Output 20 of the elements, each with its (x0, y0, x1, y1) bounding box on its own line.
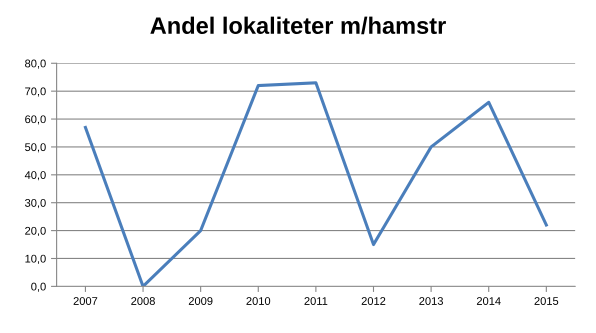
x-tick-label: 2015 (534, 297, 558, 305)
chart-title: Andel lokaliteter m/hamstr (150, 16, 446, 34)
y-tick-label: 40,0 (24, 171, 46, 180)
y-tick-label: 70,0 (25, 87, 46, 97)
x-tick-label: 2009 (188, 297, 212, 305)
y-tick-label: 30,0 (25, 198, 46, 208)
line-series (84, 81, 548, 286)
x-tick-label: 2013 (419, 297, 443, 305)
x-tick-label: 2011 (304, 297, 328, 305)
y-tick-label: 20,0 (25, 226, 46, 236)
y-tick-label: 80,0 (25, 60, 46, 69)
x-tick-label: 2010 (246, 297, 270, 305)
x-tick-label: 2014 (476, 297, 501, 305)
y-tick-label: 60,0 (25, 115, 46, 124)
x-tick-label: 2008 (131, 297, 155, 305)
x-tick-label: 2007 (74, 297, 98, 305)
x-tick-label: 2012 (362, 297, 386, 305)
y-tick-label: 0,0 (31, 282, 46, 292)
y-tick-label: 50,0 (25, 143, 46, 152)
y-tick-label: 10,0 (25, 254, 46, 264)
